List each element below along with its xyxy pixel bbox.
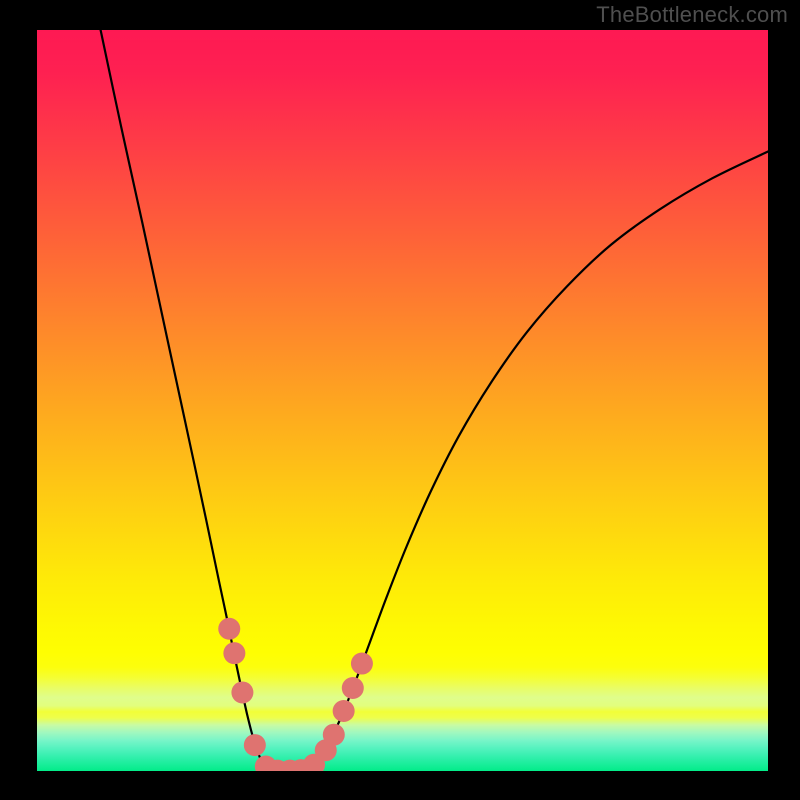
plot-area [37, 30, 768, 771]
marker-group [218, 618, 373, 771]
marker-point [218, 618, 240, 640]
curve-left-branch [101, 30, 277, 771]
marker-point [342, 677, 364, 699]
chart-stage: TheBottleneck.com [0, 0, 800, 800]
marker-point [333, 700, 355, 722]
marker-point [223, 642, 245, 664]
curve-layer [37, 30, 768, 771]
watermark-text: TheBottleneck.com [596, 2, 788, 28]
marker-point [244, 734, 266, 756]
marker-point [351, 653, 373, 675]
marker-point [323, 724, 345, 746]
marker-point [231, 681, 253, 703]
